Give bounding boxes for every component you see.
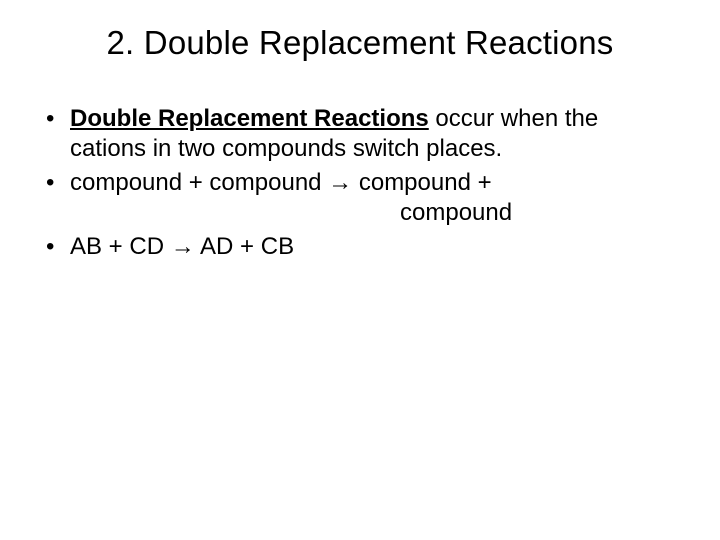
bullet-2-line1: compound + compound → compound + <box>70 169 492 196</box>
slide-title: 2. Double Replacement Reactions <box>40 24 680 62</box>
bullet-list: Double Replacement Reactions occur when … <box>40 104 680 262</box>
bullet-item-1: Double Replacement Reactions occur when … <box>46 104 680 164</box>
bullet-2-line2: compound <box>70 198 680 228</box>
bullet-item-2: compound + compound → compound + compoun… <box>46 168 680 228</box>
bullet-1-emphasis: Double Replacement Reactions <box>70 105 429 132</box>
slide: 2. Double Replacement Reactions Double R… <box>0 0 720 540</box>
bullet-item-3: AB + CD → AD + CB <box>46 232 680 262</box>
